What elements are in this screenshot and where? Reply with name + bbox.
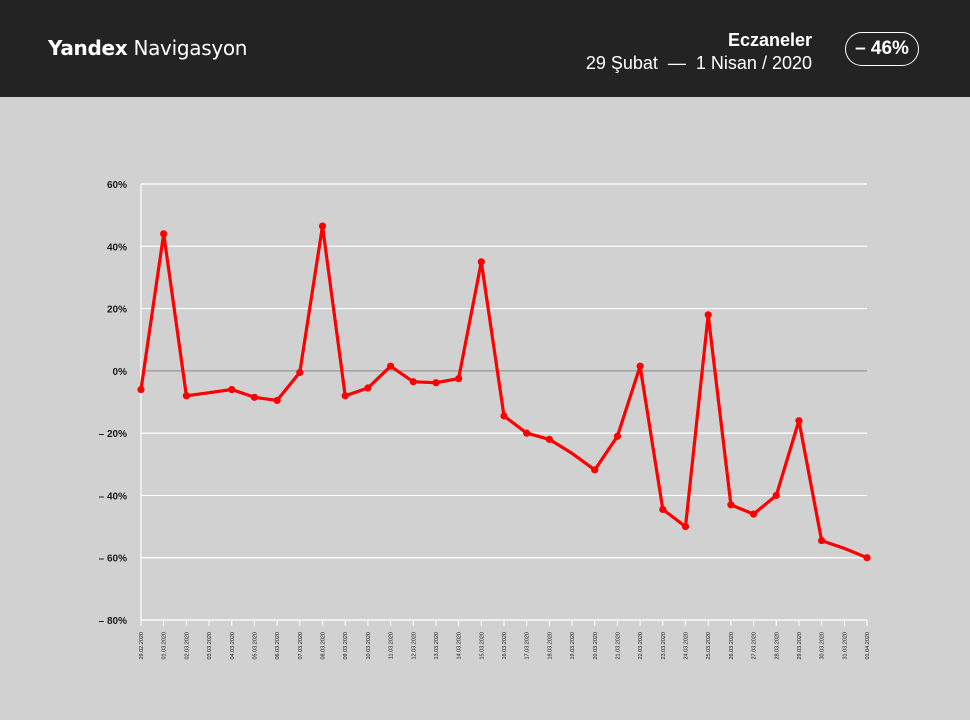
change-badge: – 46% bbox=[845, 32, 919, 66]
x-tick-label: 04.03.2020 bbox=[230, 632, 236, 660]
x-tick-label: 27.03.2020 bbox=[752, 632, 758, 660]
data-point bbox=[863, 554, 871, 562]
date-range: 29 Şubat — 1 Nisan / 2020 bbox=[585, 53, 812, 73]
data-point bbox=[659, 505, 667, 514]
data-point bbox=[772, 491, 780, 500]
x-tick-label: 13.03.2020 bbox=[434, 632, 440, 660]
grid-lines bbox=[141, 183, 867, 621]
x-tick-label: 03.03.2020 bbox=[207, 632, 213, 660]
x-tick-label: 22.03.2020 bbox=[638, 632, 644, 660]
data-point bbox=[818, 536, 826, 545]
data-point bbox=[364, 384, 372, 392]
y-tick-label: – 20% bbox=[99, 429, 127, 440]
data-point bbox=[137, 385, 145, 394]
x-axis: 29.02.2020 01.03.2020 02.03.2020 03.03.2020… bbox=[139, 184, 871, 660]
data-point bbox=[182, 392, 190, 400]
data-point bbox=[386, 362, 395, 370]
x-tick-label: 10.03.2020 bbox=[366, 632, 372, 660]
x-tick-label: 29.03.2020 bbox=[797, 632, 803, 660]
data-point bbox=[591, 466, 599, 474]
x-tick-label: 09.03.2020 bbox=[343, 632, 349, 660]
x-tick-label: 24.03.2020 bbox=[684, 632, 690, 660]
x-tick-label: 01.03.2020 bbox=[162, 632, 168, 660]
x-tick-label: 26.03.2020 bbox=[729, 632, 735, 660]
y-tick-label: 0% bbox=[113, 367, 128, 378]
x-tick-label: 07.03.2020 bbox=[298, 632, 304, 660]
data-point bbox=[432, 379, 440, 387]
x-tick-label: 21.03.2020 bbox=[615, 632, 621, 660]
y-tick-label: – 60% bbox=[99, 554, 127, 565]
data-point bbox=[704, 311, 712, 319]
x-tick-label: 15.03.2020 bbox=[479, 632, 485, 660]
data-point bbox=[296, 368, 304, 377]
category-title: Eczaneler bbox=[727, 30, 812, 50]
x-tick-label: 18.03.2020 bbox=[547, 632, 553, 660]
data-point bbox=[477, 258, 485, 266]
data-point bbox=[318, 222, 327, 230]
data-point bbox=[749, 510, 758, 518]
data-point bbox=[523, 429, 531, 437]
x-tick-label: 25.03.2020 bbox=[706, 632, 712, 660]
data-point bbox=[273, 396, 281, 405]
data-point bbox=[341, 392, 349, 400]
data-point bbox=[545, 435, 553, 443]
x-tick-label: 17.03.2020 bbox=[525, 632, 531, 660]
data-point bbox=[228, 385, 236, 394]
data-point bbox=[727, 501, 735, 509]
y-tick-label: 60% bbox=[107, 180, 127, 191]
x-tick-label: 11.03.2020 bbox=[389, 632, 395, 659]
x-tick-label: 28.03.2020 bbox=[774, 632, 780, 660]
data-point bbox=[636, 362, 644, 370]
data-point bbox=[500, 412, 508, 420]
x-tick-label: 02.03.2020 bbox=[184, 632, 190, 660]
data-point bbox=[160, 230, 168, 238]
data-point bbox=[250, 393, 259, 401]
data-point bbox=[613, 432, 622, 440]
y-tick-label: – 40% bbox=[99, 491, 127, 502]
x-tick-label: 29.02.2020 bbox=[139, 632, 145, 660]
y-tick-label: – 80% bbox=[99, 616, 127, 627]
logo-product: Navigasyon bbox=[133, 36, 248, 60]
x-tick-label: 06.03.2020 bbox=[275, 632, 281, 660]
x-tick-label: 19.03.2020 bbox=[570, 632, 576, 660]
series-path bbox=[139, 224, 869, 560]
data-point bbox=[681, 522, 690, 531]
x-tick-label: 16.03.2020 bbox=[502, 632, 508, 660]
logo-brand: Yandex bbox=[48, 36, 128, 60]
logo: Yandex Navigasyon bbox=[48, 36, 247, 60]
data-point bbox=[795, 417, 803, 425]
series-line bbox=[137, 222, 871, 562]
data-point bbox=[455, 375, 463, 383]
title-block: Eczaneler 29 Şubat — 1 Nisan / 2020 bbox=[586, 29, 812, 75]
x-tick-label: 14.03.2020 bbox=[457, 632, 463, 660]
data-point bbox=[409, 378, 417, 386]
x-tick-label: 08.03.2020 bbox=[321, 632, 327, 660]
x-tick-label: 01.04.2020 bbox=[865, 632, 871, 660]
x-tick-label: 12.03.2020 bbox=[411, 632, 417, 660]
x-tick-label: 23.03.2020 bbox=[661, 632, 667, 660]
x-tick-label: 20.03.2020 bbox=[593, 632, 599, 660]
x-tick-label: 30.03.2020 bbox=[820, 632, 826, 660]
x-tick-label: 31.03.2020 bbox=[842, 632, 848, 660]
y-axis-ticks: 60% 40% 20% 0% – 20% – 40% – 60% – 80% bbox=[99, 180, 127, 627]
y-tick-label: 20% bbox=[107, 305, 127, 316]
x-tick-label: 05.03.2020 bbox=[252, 632, 258, 660]
y-tick-label: 40% bbox=[107, 242, 127, 253]
header-bar: Yandex Navigasyon Eczaneler 29 Şubat — 1… bbox=[0, 0, 970, 97]
line-chart: 60% 40% 20% 0% – 20% – 40% – 60% – 80% 29.02.20… bbox=[99, 180, 871, 660]
